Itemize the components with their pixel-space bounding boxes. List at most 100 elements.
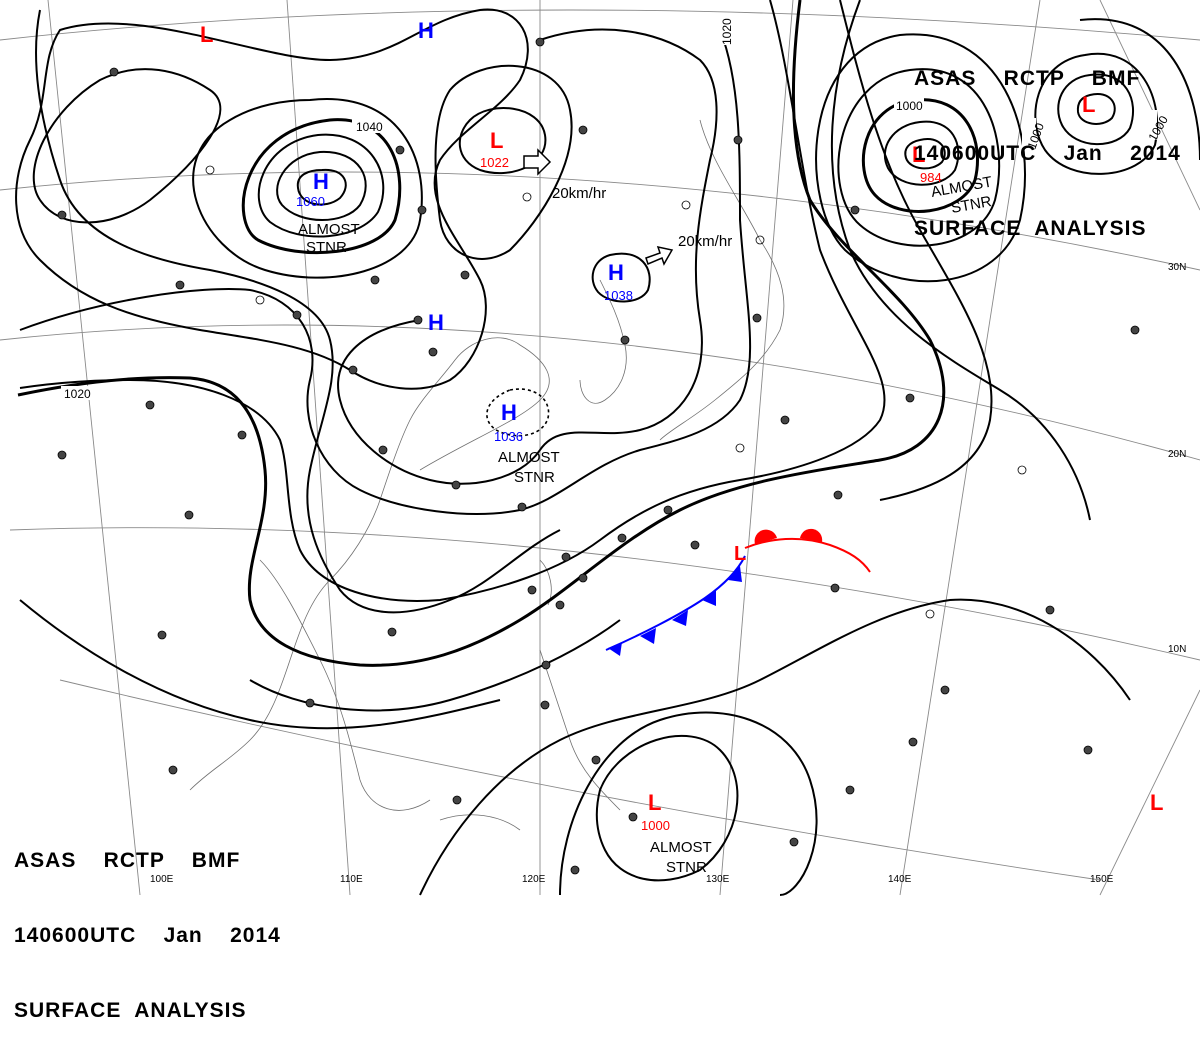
low-symbol: L: [200, 22, 213, 47]
coast-philippines: [539, 649, 621, 811]
isobar-1020-bold: [17, 0, 946, 667]
high-symbol: H: [501, 400, 517, 425]
motion-arrow-icon: [645, 245, 674, 266]
fronts: [605, 528, 871, 656]
cold-front-tooth: [640, 628, 656, 644]
warm-front-bump: [800, 528, 823, 542]
stationary-note-line2: STNR: [950, 193, 993, 217]
footer-line1: ASAS RCTP BMF: [14, 849, 241, 872]
latitude-label: 10N: [1168, 644, 1186, 655]
isobar-high-6: [15, 8, 529, 390]
isobar-high-2: [276, 150, 367, 221]
motion-speed-label: 20km/hr: [552, 185, 606, 202]
low-symbol: L: [912, 142, 925, 167]
graticule: [0, 0, 1200, 896]
isobar-tropic-b: [19, 599, 501, 730]
parallel-40n: [0, 9, 1200, 41]
high-value: 1060: [296, 194, 325, 209]
warm-front: [744, 537, 871, 573]
isobar-1036-dotted: [486, 388, 550, 437]
longitude-label: 120E: [522, 874, 546, 885]
stationary-note-line1: ALMOST: [650, 839, 712, 856]
coast-korea: [579, 279, 627, 404]
footer-line3: SURFACE ANALYSIS: [14, 999, 247, 1022]
isobar-ne-4: [837, 68, 1001, 247]
high-value: 1038: [604, 288, 633, 303]
header-line3: SURFACE ANALYSIS: [914, 217, 1147, 240]
header-line2: 140600UTC Jan 2014: [914, 142, 1181, 165]
low-symbol: L: [648, 790, 661, 815]
pressure-systems: H 1060 H 1038 H 1036 H H L 1022 L 984 L …: [200, 18, 1163, 833]
meridian-150e: [1099, 689, 1200, 896]
motion-arrows: [523, 148, 674, 266]
longitude-label: 100E: [150, 874, 174, 885]
meridian-130e: [719, 0, 794, 896]
stationary-note-line2: STNR: [514, 469, 555, 486]
stationary-note-line1: ALMOST: [298, 221, 360, 238]
annotations: ALMOST STNR ALMOST STNR ALMOST STNR ALMO…: [298, 173, 993, 876]
stationary-note-line2: STNR: [306, 239, 347, 256]
coast-borneo: [439, 814, 521, 831]
low-symbol: L: [490, 128, 503, 153]
coast-china: [189, 337, 550, 791]
coast-indochina: [259, 559, 431, 811]
low-symbol: L: [1082, 92, 1095, 117]
parallel-20n: [0, 324, 1200, 461]
isobar-1000-ne2: [1034, 52, 1159, 175]
isobar-outer-d: [839, 0, 993, 501]
footer-line2: 140600UTC Jan 2014: [14, 924, 281, 947]
cold-front-tooth: [728, 566, 742, 582]
coast-japan: [659, 119, 785, 441]
cold-front-tooth: [672, 610, 688, 626]
parallel-0: [59, 679, 1101, 881]
longitude-label: 150E: [1090, 874, 1114, 885]
parallel-10n: [9, 527, 1200, 661]
high-symbol: H: [313, 169, 329, 194]
isobar-outer-e: [35, 9, 561, 614]
low-value: 984: [920, 170, 942, 185]
coastlines: [189, 119, 785, 831]
isobar-high-1038: [591, 252, 651, 303]
low-value: 1000: [641, 818, 670, 833]
high-value: 1036: [494, 429, 523, 444]
meridian-extra: [1099, 0, 1200, 211]
isobar-low-ne2-1: [1076, 93, 1116, 125]
cold-front-tooth: [702, 590, 716, 606]
parallel-30n: [0, 171, 1200, 271]
isobar-1040: [241, 118, 402, 255]
isobar-low-984-2: [883, 120, 960, 186]
meridian-100e: [47, 0, 141, 896]
isobar-label: 1020: [720, 18, 734, 45]
isobar-low-1000-south: [595, 735, 739, 882]
isobar-1000-ne: [861, 98, 979, 213]
isobar-label: 1000: [896, 99, 923, 113]
isobar-label: 1040: [356, 120, 383, 134]
isobar-tropic-a: [249, 619, 621, 712]
isobar-high-3: [257, 133, 385, 238]
warm-front-bump: [754, 529, 777, 544]
isobar-outer-b: [19, 29, 752, 515]
isobar-tropic-c: [419, 598, 1131, 896]
isobar-outer-c: [19, 0, 886, 602]
low-symbol: L: [1150, 790, 1163, 815]
high-symbol: H: [418, 18, 434, 43]
chart-header: ASAS RCTP BMF 140600UTC Jan 2014 SURFACE…: [914, 16, 1181, 266]
chart-footer: ASAS RCTP BMF 140600UTC Jan 2014 SURFACE…: [14, 798, 281, 1048]
motion-speed-label: 20km/hr: [678, 233, 732, 250]
isobar-low-ne2-2: [1057, 73, 1135, 146]
cold-front: [605, 555, 746, 651]
header-line1: ASAS RCTP BMF: [914, 67, 1141, 90]
isobar-high-5: [192, 98, 423, 279]
isobar-low-984-1: [904, 138, 946, 170]
longitude-label: 110E: [340, 874, 363, 885]
isobar-outer-a: [337, 28, 718, 485]
latitude-label: 20N: [1168, 449, 1186, 460]
isobar-ne-5: [815, 33, 1026, 283]
isobar-label: 1020: [64, 387, 91, 401]
longitude-label: 130E: [706, 874, 730, 885]
grid-labels: 100E 110E 120E 130E 140E 150E 30N 20N 10…: [150, 262, 1186, 885]
longitude-label: 140E: [888, 874, 912, 885]
isobar-ne-6: [830, 0, 1091, 521]
isobar-low-outer: [434, 64, 573, 260]
stationary-note-line1: ALMOST: [498, 449, 560, 466]
